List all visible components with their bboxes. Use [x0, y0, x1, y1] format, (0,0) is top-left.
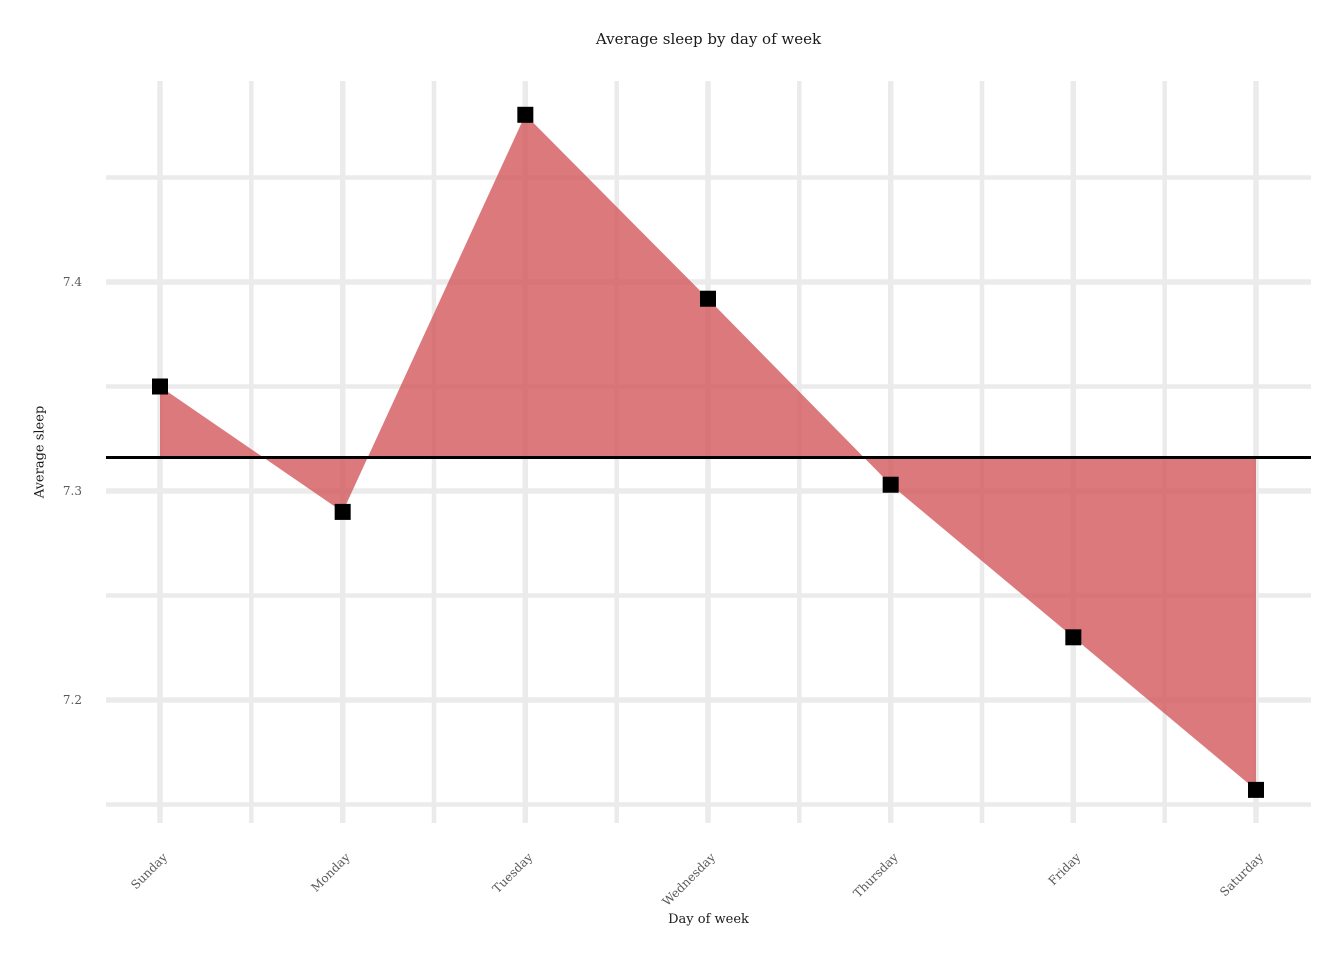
area — [160, 114, 1257, 790]
chart-title: Average sleep by day of week — [595, 30, 822, 48]
y-tick-label: 7.4 — [63, 275, 82, 289]
x-tick-label-monday: Monday — [308, 850, 353, 895]
y-tick-label: 7.3 — [63, 484, 82, 498]
data-point-marker-thursday — [882, 476, 899, 493]
data-point-marker-wednesday — [700, 290, 717, 307]
y-tick-labels: 7.4 7.3 7.2 — [63, 275, 82, 707]
data-point-marker-friday — [1065, 629, 1082, 646]
area-fill — [160, 114, 1257, 790]
data-point-marker-sunday — [152, 378, 168, 395]
data-point-marker-tuesday — [517, 106, 534, 123]
x-tick-label-sunday: Sunday — [128, 850, 170, 892]
y-tick-label: 7.2 — [63, 693, 82, 707]
data-point-marker-saturday — [1248, 781, 1265, 798]
data-point-marker-monday — [334, 503, 351, 520]
x-tick-label-tuesday: Tuesday — [490, 850, 536, 896]
x-tick-label-friday: Friday — [1046, 850, 1084, 888]
markers — [152, 106, 1265, 798]
x-axis-title: Day of week — [668, 912, 749, 927]
x-tick-label-thursday: Thursday — [851, 850, 901, 900]
x-tick-labels: Sunday Monday Tuesday Wednesday Thursday Frid… — [128, 850, 1266, 909]
x-tick-label-wednesday: Wednesday — [660, 850, 719, 909]
x-tick-label-saturday: Saturday — [1217, 850, 1266, 899]
